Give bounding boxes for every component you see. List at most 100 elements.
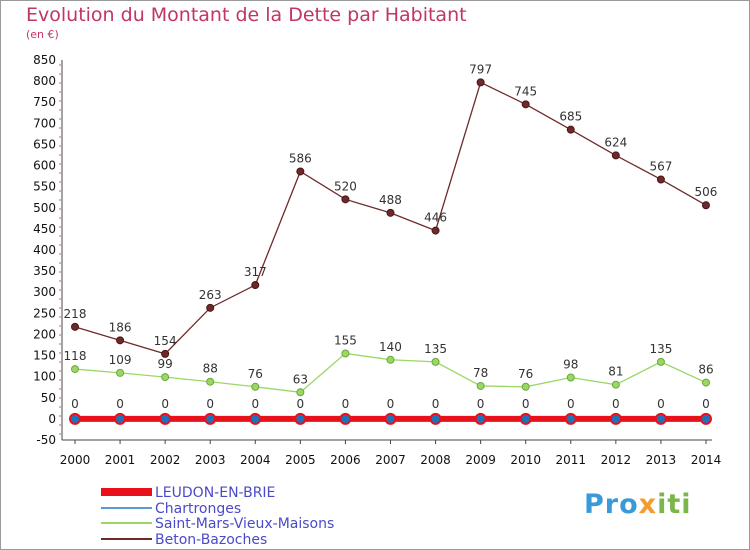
data-label: 0: [206, 397, 214, 411]
y-tick-label: 0: [48, 412, 56, 426]
data-label: 218: [64, 307, 87, 321]
x-tick-label: 2002: [150, 453, 181, 467]
data-label: 135: [424, 342, 447, 356]
data-label: 78: [473, 366, 488, 380]
data-point: [206, 377, 215, 386]
data-point: [519, 412, 532, 425]
data-point: [341, 349, 350, 358]
logo-part-1: Pro: [584, 489, 639, 520]
x-tick-label: 2008: [420, 453, 451, 467]
data-label: 98: [563, 358, 578, 372]
data-point: [69, 412, 81, 425]
data-label: 109: [109, 353, 132, 367]
data-label: 88: [203, 362, 218, 376]
data-point: [251, 281, 260, 290]
x-tick-label: 2009: [465, 453, 496, 467]
x-tick-label: 2007: [375, 453, 406, 467]
data-point: [296, 388, 305, 397]
data-label: 81: [608, 365, 623, 379]
data-point: [656, 357, 665, 366]
data-label: 0: [251, 397, 259, 411]
data-label: 317: [244, 265, 267, 279]
data-label: 624: [604, 135, 627, 149]
data-point: [251, 382, 260, 391]
y-tick-label: 400: [33, 243, 56, 257]
chart-series: [69, 78, 712, 425]
data-point: [204, 412, 217, 425]
data-label: 154: [154, 334, 177, 348]
data-label: 685: [559, 110, 582, 124]
x-tick-label: 2004: [240, 453, 271, 467]
x-tick-label: 2000: [60, 453, 91, 467]
x-tick-label: 2013: [646, 453, 677, 467]
data-label: 0: [567, 397, 575, 411]
proxiti-logo: Proxiti: [584, 489, 692, 520]
data-point: [611, 380, 620, 389]
data-point: [114, 412, 127, 425]
data-point: [611, 151, 620, 160]
chart-data-labels: 218 186 154 263 317 586 520 488 446 797 745 685 624 5…: [64, 62, 718, 411]
y-tick-label: 150: [33, 349, 56, 363]
data-point: [161, 349, 170, 358]
legend-label: Saint-Mars-Vieux-Maisons: [155, 516, 334, 532]
y-tick-label: 450: [33, 222, 56, 236]
data-label: 488: [379, 193, 402, 207]
data-label: 586: [289, 151, 312, 165]
data-point: [566, 125, 575, 134]
data-point: [294, 412, 307, 425]
data-point: [429, 412, 442, 425]
data-label: 0: [612, 397, 620, 411]
data-point: [431, 357, 440, 366]
x-tick-label: 2001: [105, 453, 136, 467]
data-label: 0: [71, 397, 79, 411]
data-label: 0: [116, 397, 124, 411]
data-label: 520: [334, 179, 357, 193]
chart-title: Evolution du Montant de la Dette par Hab…: [26, 4, 467, 26]
data-label: 0: [342, 397, 350, 411]
data-label: 506: [695, 185, 718, 199]
data-label: 263: [199, 288, 222, 302]
y-tick-label: 750: [33, 95, 56, 109]
chart-legend: LEUDON-EN-BRIEChartrongesSaint-Mars-Vieu…: [101, 485, 334, 548]
y-tick-label: 300: [33, 285, 56, 299]
data-point: [521, 382, 530, 391]
data-point: [566, 373, 575, 382]
data-label: 155: [334, 333, 357, 347]
data-label: 797: [469, 62, 492, 76]
data-point: [71, 322, 79, 331]
data-point: [296, 167, 305, 176]
x-tick-label: 2010: [510, 453, 541, 467]
data-label: 0: [702, 397, 710, 411]
data-point: [341, 195, 350, 204]
y-tick-label: 200: [33, 327, 56, 341]
data-point: [71, 365, 79, 374]
data-label: 99: [157, 357, 172, 371]
data-label: 446: [424, 211, 447, 225]
y-tick-label: 350: [33, 264, 56, 278]
y-tick-label: 800: [33, 74, 56, 88]
data-label: 76: [248, 367, 263, 381]
x-tick-label: 2012: [601, 453, 632, 467]
y-tick-label: 500: [33, 201, 56, 215]
chart-axes: -50 0 50 100 150 200 250 300 350 400 450 500 550 600 6…: [33, 53, 721, 467]
data-point: [701, 378, 710, 387]
data-point: [159, 412, 172, 425]
y-tick-label: -50: [36, 433, 56, 447]
data-point: [386, 208, 395, 217]
data-label: 135: [649, 342, 672, 356]
series-line: [74, 81, 707, 355]
data-label: 0: [657, 397, 665, 411]
data-point: [161, 373, 170, 382]
y-tick-label: 600: [33, 159, 56, 173]
logo-part-3: iti: [657, 489, 692, 520]
data-label: 745: [514, 84, 537, 98]
data-point: [474, 412, 487, 425]
data-point: [116, 368, 125, 377]
x-tick-label: 2011: [555, 453, 586, 467]
x-tick-label: 2014: [691, 453, 722, 467]
y-tick-label: 550: [33, 180, 56, 194]
data-label: 186: [109, 320, 132, 334]
data-label: 0: [387, 397, 395, 411]
data-label: 0: [161, 397, 169, 411]
